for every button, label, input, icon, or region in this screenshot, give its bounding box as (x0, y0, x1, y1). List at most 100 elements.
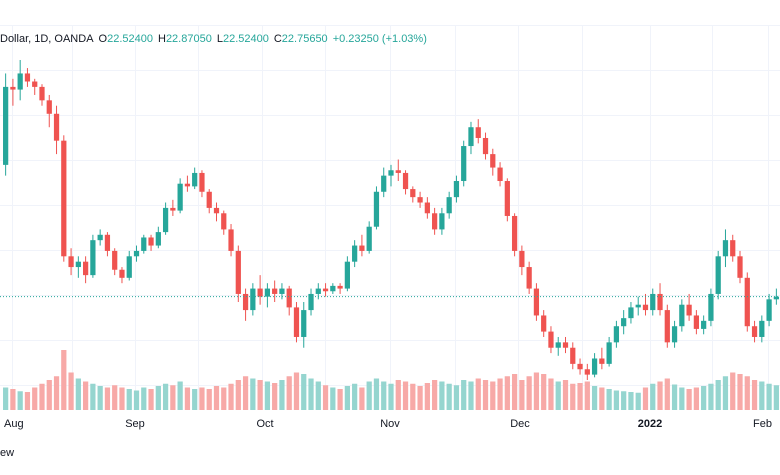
candle-body (570, 347, 576, 364)
volume-bar (548, 378, 554, 410)
candle-body (126, 256, 132, 278)
candle-body (424, 202, 430, 214)
candle-body (39, 86, 45, 101)
candle-body (621, 318, 627, 327)
volume-bar (541, 374, 547, 410)
candle-body (751, 326, 758, 337)
candle-body (432, 213, 438, 230)
candle-body (664, 310, 670, 343)
volume-bar (599, 387, 605, 410)
candle-body (722, 240, 729, 257)
candle-body (228, 229, 234, 251)
candle-body (206, 191, 212, 208)
volume-bar (141, 387, 147, 410)
volume-bar (82, 381, 89, 410)
candle-body (235, 250, 241, 294)
volume-bar (264, 381, 271, 410)
volume-bar (388, 383, 394, 410)
candle-body (250, 288, 256, 311)
x-axis-tick-label: Aug (4, 418, 24, 430)
x-axis-tick-label: Feb (753, 418, 772, 430)
legend-close-value: 22.75650 (281, 33, 328, 45)
legend-low-value: 22.52400 (222, 33, 269, 45)
volume-bar (642, 387, 649, 410)
volume-bar (61, 350, 67, 410)
candle-body (417, 197, 423, 203)
volume-bar (737, 374, 743, 410)
candle-body (642, 304, 649, 311)
volume-bar (773, 385, 779, 410)
volume-bar (693, 387, 700, 410)
candle-body (701, 320, 707, 329)
volume-bar (112, 385, 118, 410)
candle-body (577, 363, 583, 370)
volume-bar (272, 383, 278, 410)
candle-body (10, 86, 16, 90)
candle-body (679, 304, 685, 327)
volume-bar (162, 383, 169, 410)
volume-bar (75, 378, 81, 410)
candle-body (170, 207, 176, 211)
candle-body (112, 250, 118, 270)
candle-body (555, 342, 561, 348)
volume-bar (192, 389, 198, 410)
volume-bar (730, 372, 736, 410)
candle-body (308, 293, 314, 311)
volume-bar (446, 383, 452, 410)
volume-bar (293, 372, 300, 410)
candle-body (75, 261, 81, 268)
candle-body (293, 307, 300, 337)
volume-bar (635, 392, 641, 410)
legend-high-value: 22.87050 (165, 33, 212, 45)
candle-body (272, 288, 278, 294)
candle-body (446, 197, 452, 214)
candle-body (184, 183, 191, 187)
candle-body (301, 310, 307, 337)
volume-bar (650, 383, 656, 410)
candle-body (162, 207, 169, 233)
volume-bar (679, 387, 685, 410)
footer-text[interactable]: ew (0, 447, 15, 459)
volume-bar (417, 386, 423, 410)
candle-body (213, 207, 220, 214)
candle-body (286, 288, 292, 308)
candle-body (671, 326, 678, 343)
volume-bar (257, 380, 263, 410)
candle-body (744, 277, 750, 327)
candle-body (635, 304, 641, 308)
volume-bar (577, 383, 583, 410)
x-axis-tick-label: Nov (380, 418, 400, 430)
volume-bar (461, 380, 467, 410)
volume-bar (701, 386, 707, 410)
candle-body (17, 73, 23, 90)
volume-bar (279, 380, 285, 410)
candle-body (53, 113, 60, 141)
volume-bar (584, 381, 590, 410)
candle-body (657, 293, 663, 311)
legend-close-label: C (273, 33, 282, 45)
legend-low-label: L (216, 33, 223, 45)
candle-body (24, 73, 31, 82)
candle-body (490, 154, 496, 168)
volume-bar (170, 385, 176, 410)
volume-bar (97, 386, 103, 410)
x-axis-tick-label: Oct (256, 418, 273, 430)
volume-bar (24, 392, 31, 410)
volume-bar (322, 385, 329, 410)
candle-body (526, 267, 532, 289)
candle-body (541, 315, 547, 332)
volume-bar (373, 378, 380, 410)
candle-body (599, 358, 605, 364)
candle-body (315, 288, 321, 294)
candle-body (737, 256, 743, 278)
volume-bar (344, 386, 350, 410)
candle-body (628, 307, 634, 319)
candle-body (46, 100, 52, 114)
candle-body (715, 256, 721, 294)
volume-bar (533, 372, 540, 410)
candle-body (366, 226, 372, 251)
legend-symbol: Dollar, 1D, OANDA (0, 33, 94, 45)
candle-body (410, 189, 416, 198)
